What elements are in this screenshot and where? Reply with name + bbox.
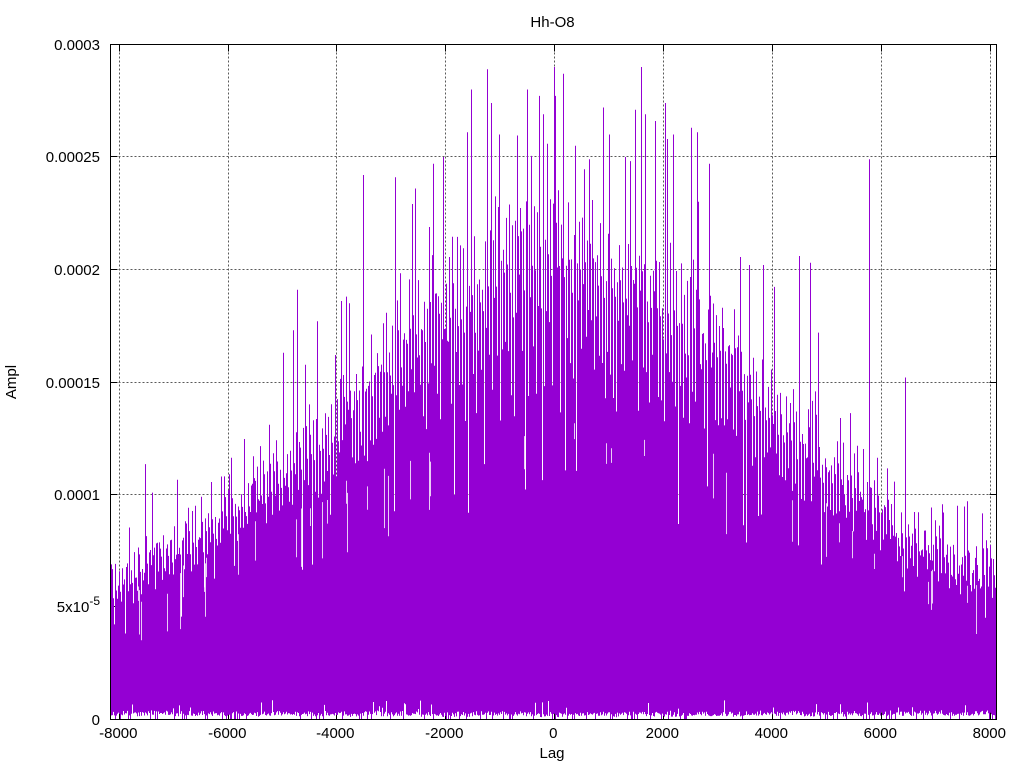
- svg-text:0: 0: [92, 712, 100, 729]
- svg-text:6000: 6000: [864, 725, 897, 742]
- svg-text:8000: 8000: [973, 725, 1006, 742]
- svg-text:Hh-O8: Hh-O8: [530, 14, 574, 31]
- svg-text:2000: 2000: [646, 725, 679, 742]
- svg-text:0.00015: 0.00015: [46, 375, 100, 392]
- svg-text:Lag: Lag: [539, 745, 564, 762]
- svg-text:Ampl: Ampl: [3, 365, 20, 399]
- svg-text:-8000: -8000: [99, 725, 137, 742]
- svg-text:0.0002: 0.0002: [54, 262, 100, 279]
- svg-text:4000: 4000: [755, 725, 788, 742]
- svg-text:0: 0: [549, 725, 557, 742]
- svg-text:-6000: -6000: [208, 725, 246, 742]
- svg-text:0.0003: 0.0003: [54, 37, 100, 54]
- svg-text:0.00025: 0.00025: [46, 149, 100, 166]
- svg-text:-2000: -2000: [425, 725, 463, 742]
- svg-text:0.0001: 0.0001: [54, 487, 100, 504]
- svg-text:-4000: -4000: [316, 725, 354, 742]
